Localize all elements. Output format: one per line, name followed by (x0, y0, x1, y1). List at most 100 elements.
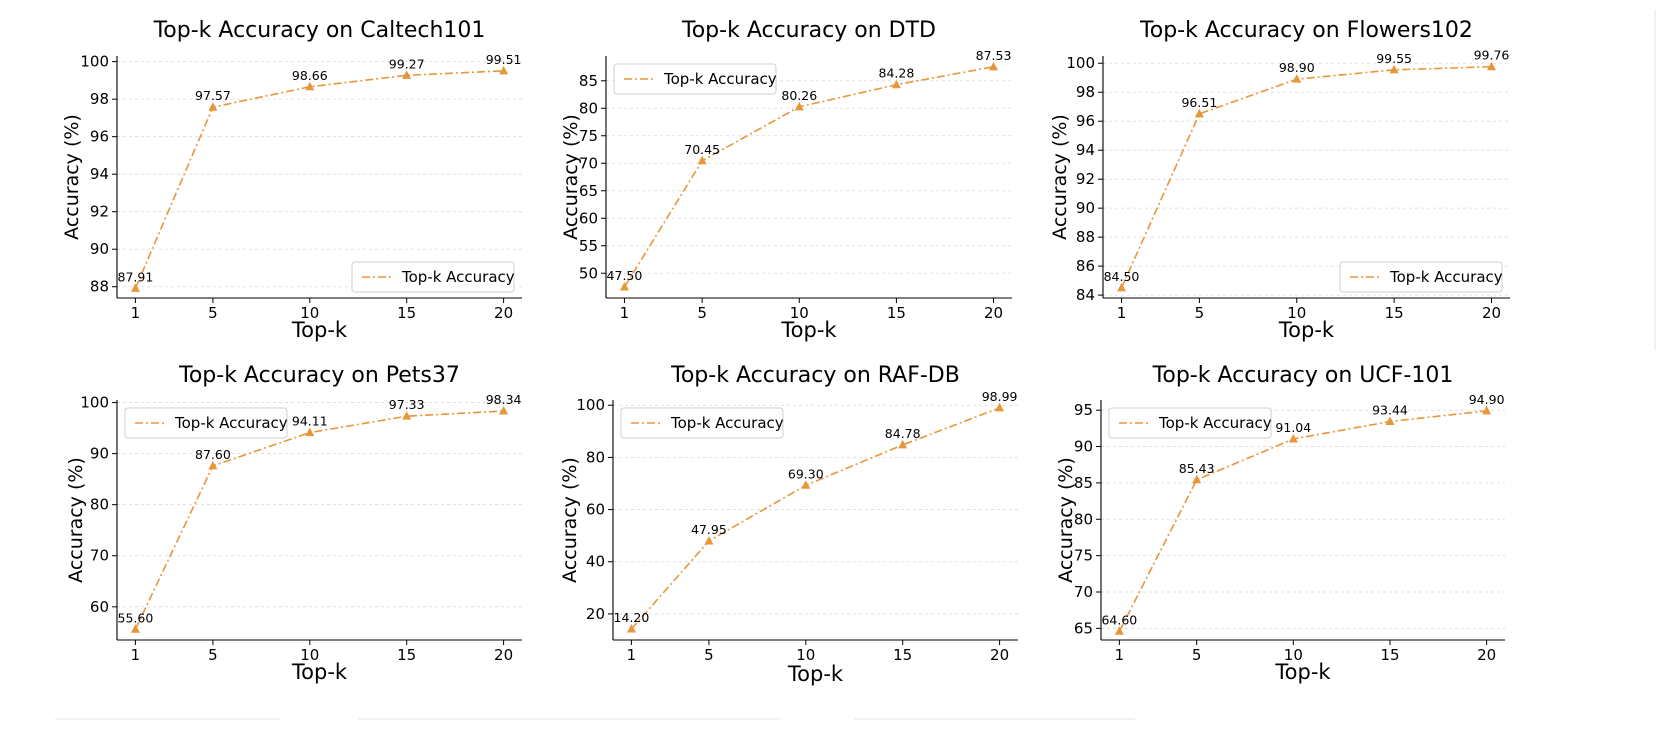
data-point-marker (130, 624, 140, 633)
data-point-marker (697, 155, 707, 165)
x-tick-label: 1 (1117, 304, 1127, 322)
y-tick-label: 70 (1074, 583, 1093, 601)
data-point-marker (1385, 416, 1395, 426)
data-label: 64.60 (1101, 612, 1137, 627)
data-label: 87.53 (976, 48, 1012, 63)
chart-title: Top-k Accuracy on Caltech101 (153, 18, 486, 43)
y-tick-label: 60 (579, 209, 598, 227)
y-tick-label: 88 (90, 278, 109, 296)
data-point-marker (208, 460, 218, 470)
y-tick-label: 98 (90, 90, 109, 108)
x-tick-label: 1 (1115, 646, 1125, 664)
legend-box (124, 407, 288, 439)
y-tick-label: 75 (579, 127, 598, 145)
x-tick-label: 5 (1195, 304, 1205, 322)
x-axis-label: Top-k (780, 318, 837, 342)
y-tick-label: 85 (1074, 474, 1093, 492)
legend: Top-k Accuracy (1108, 407, 1272, 439)
x-tick-label: 5 (208, 304, 218, 322)
legend-box (1339, 261, 1503, 293)
y-tick-label: 75 (1074, 547, 1093, 565)
x-tick-label: 20 (1482, 304, 1501, 322)
x-tick-label: 1 (620, 304, 630, 322)
x-tick-label: 10 (790, 304, 809, 322)
y-tick-label: 88 (1076, 228, 1095, 246)
y-tick-label: 98 (1076, 83, 1095, 101)
series-line (134, 410, 504, 630)
y-tick-label: 92 (1076, 170, 1095, 188)
data-point-marker (130, 283, 140, 292)
x-tick-label: 20 (1477, 646, 1496, 664)
data-point-marker (1288, 433, 1298, 443)
x-tick-label: 15 (1380, 646, 1399, 664)
data-point-marker (499, 406, 509, 415)
y-tick-label: 60 (586, 501, 605, 519)
x-tick-label: 5 (704, 646, 714, 664)
data-label: 93.44 (1372, 403, 1408, 418)
y-tick-label: 80 (90, 496, 109, 514)
legend-label: Top-k Accuracy (670, 414, 784, 432)
data-label: 14.20 (614, 610, 650, 625)
y-tick-label: 86 (1076, 257, 1095, 275)
series-line (134, 70, 504, 289)
legend: Top-k Accuracy (613, 63, 777, 95)
y-tick-label: 85 (579, 72, 598, 90)
y-tick-label: 90 (1074, 438, 1093, 456)
data-point-marker (1114, 626, 1124, 635)
x-tick-label: 20 (990, 646, 1009, 664)
legend-label: Top-k Accuracy (1389, 268, 1503, 286)
x-tick-label: 15 (397, 646, 416, 664)
y-tick-label: 65 (1074, 619, 1093, 637)
data-label: 70.45 (684, 142, 720, 157)
x-tick-label: 5 (1192, 646, 1202, 664)
y-tick-label: 94 (1076, 141, 1095, 159)
x-tick-label: 5 (208, 646, 218, 664)
x-tick-label: 10 (300, 646, 319, 664)
x-tick-label: 10 (796, 646, 815, 664)
y-tick-label: 94 (90, 165, 109, 183)
legend-box (613, 63, 777, 95)
data-label: 55.60 (118, 610, 154, 625)
data-point-marker (898, 439, 908, 449)
legend-label: Top-k Accuracy (663, 70, 777, 88)
data-point-marker (1192, 474, 1202, 484)
y-axis-label: Accuracy (%) (1049, 114, 1071, 240)
x-tick-label: 5 (697, 304, 707, 322)
data-label: 96.51 (1181, 95, 1217, 110)
y-tick-label: 55 (579, 237, 598, 255)
x-tick-label: 10 (300, 304, 319, 322)
x-tick-label: 15 (887, 304, 906, 322)
data-point-marker (499, 65, 509, 75)
data-point-marker (402, 70, 412, 79)
x-tick-label: 1 (131, 646, 141, 664)
legend-label: Top-k Accuracy (174, 414, 288, 432)
x-tick-label: 20 (494, 646, 513, 664)
legend: Top-k Accuracy (620, 407, 784, 439)
data-label: 87.60 (195, 447, 231, 462)
data-label: 98.34 (486, 392, 522, 407)
data-label: 84.50 (1104, 269, 1140, 284)
legend-box (620, 407, 784, 439)
legend: Top-k Accuracy (124, 407, 288, 439)
data-point-marker (794, 101, 804, 111)
data-point-marker (704, 536, 714, 545)
y-tick-label: 80 (586, 448, 605, 466)
y-tick-label: 40 (586, 553, 605, 571)
y-tick-label: 96 (90, 128, 109, 146)
legend-box (1108, 407, 1272, 439)
x-axis-label: Top-k (1274, 660, 1331, 684)
series-line (1118, 410, 1487, 632)
data-point-marker (626, 624, 636, 633)
chart-title: Top-k Accuracy on UCF-101 (1152, 363, 1454, 388)
data-point-marker (891, 79, 901, 89)
data-label: 94.11 (292, 414, 328, 429)
data-label: 97.57 (195, 88, 231, 103)
data-point-marker (1389, 64, 1399, 74)
data-label: 91.04 (1275, 420, 1311, 435)
data-point-marker (619, 282, 629, 291)
data-point-marker (1482, 405, 1492, 415)
